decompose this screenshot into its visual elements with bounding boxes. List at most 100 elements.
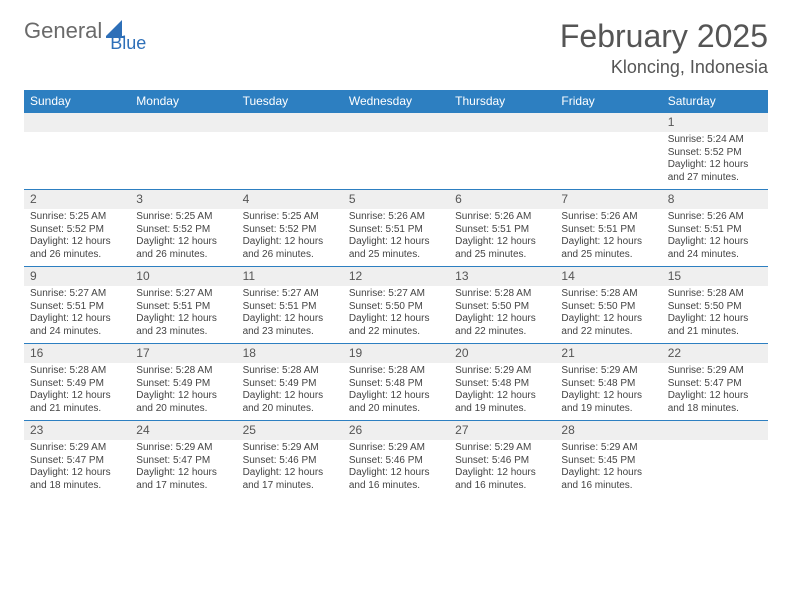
day-body: Sunrise: 5:24 AMSunset: 5:52 PMDaylight:… xyxy=(662,132,768,188)
day-cell xyxy=(555,113,661,189)
sunset-text: Sunset: 5:50 PM xyxy=(349,301,443,314)
daylight-text: Daylight: 12 hours and 17 minutes. xyxy=(243,467,337,492)
daylight-text: Daylight: 12 hours and 19 minutes. xyxy=(561,390,655,415)
sunrise-text: Sunrise: 5:27 AM xyxy=(243,288,337,301)
day-body: Sunrise: 5:26 AMSunset: 5:51 PMDaylight:… xyxy=(662,209,768,265)
day-body xyxy=(237,132,343,138)
day-number xyxy=(24,113,130,132)
day-body: Sunrise: 5:26 AMSunset: 5:51 PMDaylight:… xyxy=(449,209,555,265)
day-cell: 25Sunrise: 5:29 AMSunset: 5:46 PMDayligh… xyxy=(237,421,343,497)
day-body: Sunrise: 5:27 AMSunset: 5:51 PMDaylight:… xyxy=(24,286,130,342)
day-cell: 19Sunrise: 5:28 AMSunset: 5:48 PMDayligh… xyxy=(343,344,449,420)
daylight-text: Daylight: 12 hours and 22 minutes. xyxy=(455,313,549,338)
weeks-container: 1Sunrise: 5:24 AMSunset: 5:52 PMDaylight… xyxy=(24,112,768,497)
day-number: 11 xyxy=(237,267,343,286)
sunset-text: Sunset: 5:51 PM xyxy=(455,224,549,237)
day-number: 14 xyxy=(555,267,661,286)
day-number: 12 xyxy=(343,267,449,286)
week-row: 1Sunrise: 5:24 AMSunset: 5:52 PMDaylight… xyxy=(24,112,768,189)
day-cell xyxy=(662,421,768,497)
sunrise-text: Sunrise: 5:29 AM xyxy=(561,365,655,378)
day-number xyxy=(130,113,236,132)
sunset-text: Sunset: 5:52 PM xyxy=(136,224,230,237)
day-number: 21 xyxy=(555,344,661,363)
sunset-text: Sunset: 5:48 PM xyxy=(455,378,549,391)
sunrise-text: Sunrise: 5:26 AM xyxy=(668,211,762,224)
sunrise-text: Sunrise: 5:28 AM xyxy=(243,365,337,378)
sunrise-text: Sunrise: 5:26 AM xyxy=(455,211,549,224)
day-body xyxy=(24,132,130,138)
week-row: 16 Sunrise: 5:28 AMSunset: 5:49 PMDayligh… xyxy=(24,343,768,420)
day-number: 16 xyxy=(24,344,130,363)
header: General Blue February 2025 Kloncing, Ind… xyxy=(24,18,768,78)
day-cell: 22Sunrise: 5:29 AMSunset: 5:47 PMDayligh… xyxy=(662,344,768,420)
day-number: 9 xyxy=(24,267,130,286)
sunrise-text: Sunrise: 5:27 AM xyxy=(136,288,230,301)
daylight-text: Daylight: 12 hours and 23 minutes. xyxy=(243,313,337,338)
daylight-text: Daylight: 12 hours and 24 minutes. xyxy=(30,313,124,338)
sunrise-text: Sunrise: 5:29 AM xyxy=(561,442,655,455)
day-body: Sunrise: 5:25 AMSunset: 5:52 PMDaylight:… xyxy=(130,209,236,265)
day-body: Sunrise: 5:28 AMSunset: 5:50 PMDaylight:… xyxy=(449,286,555,342)
sunset-text: Sunset: 5:51 PM xyxy=(668,224,762,237)
daylight-text: Daylight: 12 hours and 25 minutes. xyxy=(561,236,655,261)
sunrise-text: Sunrise: 5:29 AM xyxy=(455,442,549,455)
daylight-text: Daylight: 12 hours and 20 minutes. xyxy=(243,390,337,415)
daylight-text: Daylight: 12 hours and 20 minutes. xyxy=(136,390,230,415)
day-body: Sunrise: 5:29 AMSunset: 5:46 PMDaylight:… xyxy=(237,440,343,496)
day-number: 10 xyxy=(130,267,236,286)
day-number xyxy=(343,113,449,132)
day-body: Sunrise: 5:28 AMSunset: 5:49 PMDaylight:… xyxy=(237,363,343,419)
day-cell: 20Sunrise: 5:29 AMSunset: 5:48 PMDayligh… xyxy=(449,344,555,420)
day-number: 1 xyxy=(662,113,768,132)
sunset-text: Sunset: 5:51 PM xyxy=(30,301,124,314)
day-body: Sunrise: 5:27 AMSunset: 5:51 PMDaylight:… xyxy=(237,286,343,342)
day-cell: 14Sunrise: 5:28 AMSunset: 5:50 PMDayligh… xyxy=(555,267,661,343)
sunset-text: Sunset: 5:51 PM xyxy=(243,301,337,314)
day-body: Sunrise: 5:29 AMSunset: 5:48 PMDaylight:… xyxy=(449,363,555,419)
week-row: 2Sunrise: 5:25 AMSunset: 5:52 PMDaylight… xyxy=(24,189,768,266)
day-cell: 12Sunrise: 5:27 AMSunset: 5:50 PMDayligh… xyxy=(343,267,449,343)
week-row: 23Sunrise: 5:29 AMSunset: 5:47 PMDayligh… xyxy=(24,420,768,497)
day-number: 15 xyxy=(662,267,768,286)
day-cell: 18Sunrise: 5:28 AMSunset: 5:49 PMDayligh… xyxy=(237,344,343,420)
day-body xyxy=(662,440,768,446)
day-number: 18 xyxy=(237,344,343,363)
sunset-text: Sunset: 5:51 PM xyxy=(349,224,443,237)
dow-tuesday: Tuesday xyxy=(237,90,343,112)
month-title: February 2025 xyxy=(560,18,768,55)
sunrise-text: Sunrise: 5:27 AM xyxy=(30,288,124,301)
day-cell: 11Sunrise: 5:27 AMSunset: 5:51 PMDayligh… xyxy=(237,267,343,343)
title-block: February 2025 Kloncing, Indonesia xyxy=(560,18,768,78)
day-cell: 13Sunrise: 5:28 AMSunset: 5:50 PMDayligh… xyxy=(449,267,555,343)
sunset-text: Sunset: 5:52 PM xyxy=(30,224,124,237)
day-cell xyxy=(343,113,449,189)
day-cell: 1Sunrise: 5:24 AMSunset: 5:52 PMDaylight… xyxy=(662,113,768,189)
day-cell: 8Sunrise: 5:26 AMSunset: 5:51 PMDaylight… xyxy=(662,190,768,266)
sunrise-text: Sunrise: 5:29 AM xyxy=(349,442,443,455)
sunrise-text: Sunrise: 5:29 AM xyxy=(668,365,762,378)
daylight-text: Daylight: 12 hours and 17 minutes. xyxy=(136,467,230,492)
sunrise-text: Sunrise: 5:28 AM xyxy=(455,288,549,301)
day-number xyxy=(555,113,661,132)
sunset-text: Sunset: 5:47 PM xyxy=(668,378,762,391)
daylight-text: Daylight: 12 hours and 25 minutes. xyxy=(349,236,443,261)
daylight-text: Daylight: 12 hours and 26 minutes. xyxy=(30,236,124,261)
day-cell: 27Sunrise: 5:29 AMSunset: 5:46 PMDayligh… xyxy=(449,421,555,497)
sunset-text: Sunset: 5:47 PM xyxy=(136,455,230,468)
logo-text-general: General xyxy=(24,18,102,44)
day-cell: 5Sunrise: 5:26 AMSunset: 5:51 PMDaylight… xyxy=(343,190,449,266)
sunset-text: Sunset: 5:45 PM xyxy=(561,455,655,468)
day-body xyxy=(555,132,661,138)
day-cell: 10Sunrise: 5:27 AMSunset: 5:51 PMDayligh… xyxy=(130,267,236,343)
daylight-text: Daylight: 12 hours and 16 minutes. xyxy=(561,467,655,492)
sunset-text: Sunset: 5:50 PM xyxy=(561,301,655,314)
dow-thursday: Thursday xyxy=(449,90,555,112)
day-number: 17 xyxy=(130,344,236,363)
day-body xyxy=(343,132,449,138)
sunset-text: Sunset: 5:52 PM xyxy=(668,147,762,160)
daylight-text: Daylight: 12 hours and 18 minutes. xyxy=(30,467,124,492)
logo: General Blue xyxy=(24,18,164,44)
day-number: 23 xyxy=(24,421,130,440)
day-number: 2 xyxy=(24,190,130,209)
